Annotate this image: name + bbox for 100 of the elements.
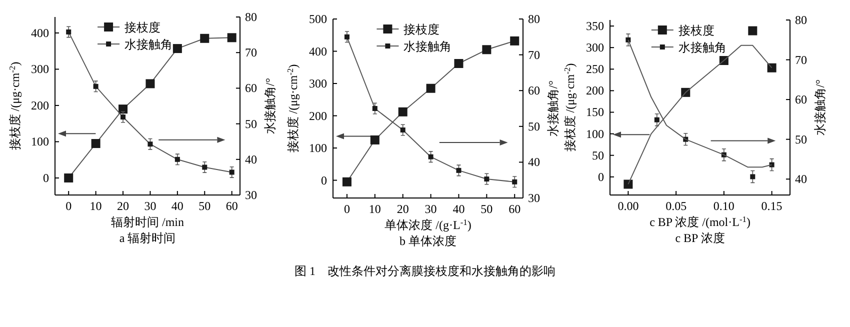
- point: [426, 84, 436, 93]
- point: [750, 174, 756, 180]
- point: [748, 26, 758, 36]
- point: [398, 107, 408, 116]
- x-tick-label: 30: [424, 202, 437, 216]
- legend-label: 水接触角: [124, 38, 173, 52]
- text: a 辐射时间: [119, 231, 176, 245]
- point: [344, 34, 350, 40]
- y-tick-label: 300: [309, 76, 327, 91]
- x-tick-label: 10: [368, 202, 381, 216]
- x-axis-title: 单体浓度 /(g·L$^{-1}$): [384, 218, 472, 232]
- text: c BP 浓度: [675, 231, 725, 245]
- point: [229, 170, 234, 175]
- y2-axis-title: 水接触角/°: [546, 80, 560, 137]
- point: [428, 154, 434, 160]
- y-tick-label: 500: [309, 12, 327, 26]
- y2-axis-title: 水接触角/°: [263, 78, 277, 134]
- y2-tick-label: 50: [528, 119, 540, 134]
- point: [654, 117, 660, 122]
- y2-tick-label: 80: [795, 13, 807, 27]
- legend-label: 接枝度: [678, 24, 714, 38]
- point: [227, 33, 236, 42]
- x-tick-label: 40: [452, 202, 465, 216]
- x-tick-label: 60: [508, 202, 521, 216]
- point: [146, 79, 155, 88]
- x-tick-label: 0.00: [618, 199, 639, 213]
- x-tick-label: 0.10: [713, 199, 734, 213]
- point: [172, 44, 182, 54]
- point: [370, 135, 380, 144]
- point: [148, 142, 153, 147]
- y2-tick-label: 70: [528, 48, 540, 62]
- point: [769, 162, 774, 168]
- y-tick-label: 100: [31, 134, 49, 149]
- y2-tick-label: 80: [245, 10, 257, 24]
- y-tick-label: 50: [592, 148, 604, 162]
- x-tick-label: 30: [144, 199, 156, 213]
- point: [118, 104, 128, 114]
- y-tick-label: 200: [586, 84, 604, 98]
- point: [64, 173, 74, 182]
- y-tick-label: 300: [31, 62, 49, 76]
- legend-label: 接枝度: [404, 22, 440, 36]
- y-tick-label: 0: [321, 173, 327, 188]
- caption: 图 1 改性条件对分离膜接枝度和水接触角的影响: [294, 264, 556, 278]
- point: [512, 179, 518, 184]
- point: [454, 59, 464, 68]
- x-axis-title: 辐射时间 /min: [110, 215, 184, 229]
- point: [510, 36, 520, 46]
- point: [120, 114, 126, 120]
- y-tick-label: 100: [309, 141, 327, 156]
- y-tick-label: 250: [586, 62, 604, 76]
- y-tick-label: 200: [31, 98, 49, 112]
- y2-tick-label: 60: [245, 81, 257, 96]
- y2-tick-label: 40: [245, 152, 257, 166]
- x-tick-label: 0: [66, 199, 72, 213]
- point: [767, 63, 776, 72]
- point: [200, 34, 210, 43]
- point: [66, 29, 72, 34]
- y-tick-label: 350: [586, 19, 604, 34]
- point: [624, 180, 633, 189]
- point: [372, 106, 378, 111]
- x-tick-label: 0: [344, 202, 350, 216]
- point: [484, 176, 490, 182]
- point: [342, 177, 352, 186]
- y2-axis-title: 水接触角/°: [813, 79, 827, 136]
- point: [456, 168, 462, 173]
- y-tick-label: 100: [586, 126, 604, 141]
- x-axis-title: c BP 浓度 /(mol·L$^{-1}$): [650, 214, 750, 229]
- x-tick-label: 0.05: [666, 199, 687, 213]
- y2-tick-label: 80: [528, 12, 540, 26]
- y2-tick-label: 30: [245, 188, 257, 202]
- x-tick-label: 20: [117, 199, 130, 213]
- x-tick-label: 50: [198, 199, 211, 213]
- legend-label: 水接触角: [678, 40, 726, 54]
- x-tick-label: 60: [226, 199, 238, 213]
- y2-tick-label: 50: [245, 116, 257, 131]
- x-tick-label: 10: [90, 199, 102, 213]
- y2-tick-label: 70: [795, 52, 807, 67]
- text: b 单体浓度: [400, 234, 456, 248]
- y2-tick-label: 40: [528, 155, 540, 170]
- point: [482, 45, 492, 54]
- y2-tick-label: 40: [795, 172, 807, 186]
- y-tick-label: 200: [309, 108, 327, 123]
- y2-tick-label: 60: [795, 92, 807, 107]
- x-tick-label: 40: [171, 199, 184, 213]
- y2-tick-label: 70: [245, 46, 257, 60]
- y-tick-label: 150: [586, 105, 604, 120]
- legend-label: 水接触角: [404, 40, 452, 54]
- x-tick-label: 50: [480, 202, 493, 216]
- x-tick-label: 0.15: [761, 199, 782, 213]
- y-tick-label: 0: [598, 170, 604, 184]
- legend-label: 接枝度: [124, 20, 161, 34]
- point: [400, 127, 406, 132]
- point: [202, 164, 208, 170]
- y-tick-label: 400: [309, 44, 327, 58]
- y2-tick-label: 50: [795, 132, 807, 146]
- y-tick-label: 300: [586, 40, 604, 55]
- x-tick-label: 20: [396, 202, 409, 216]
- y-tick-label: 400: [31, 26, 49, 40]
- y-tick-label: 0: [43, 170, 49, 185]
- point: [174, 156, 180, 162]
